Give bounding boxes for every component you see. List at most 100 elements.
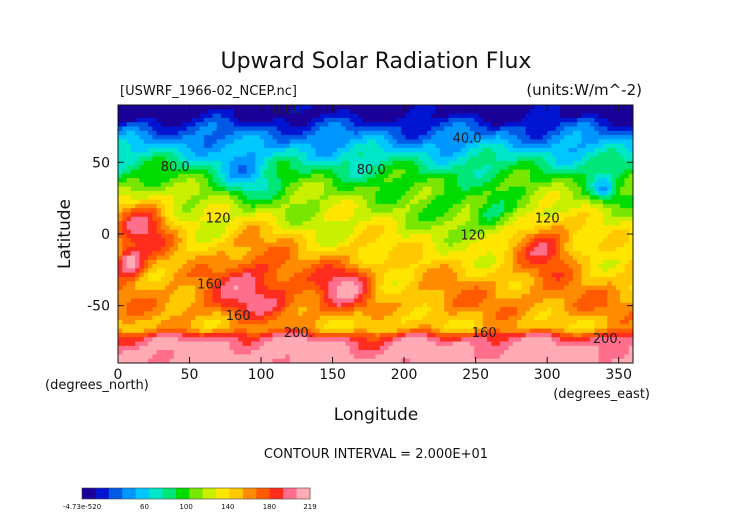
flux-cell [465, 122, 471, 128]
flux-cell [457, 212, 462, 218]
flux-cell [143, 160, 149, 166]
flux-cell [371, 113, 377, 119]
flux-cell [577, 246, 583, 252]
flux-cell [195, 216, 201, 222]
flux-cell [482, 160, 488, 166]
flux-cell [268, 186, 274, 192]
flux-cell [555, 199, 561, 205]
flux-cell [212, 186, 218, 192]
flux-cell [306, 143, 312, 149]
flux-cell [396, 143, 402, 149]
flux-cell [499, 212, 505, 218]
flux-cell [508, 255, 514, 261]
flux-cell [118, 234, 123, 239]
flux-cell [178, 264, 183, 269]
flux-cell [439, 160, 445, 166]
flux-cell [242, 122, 248, 128]
flux-cell [173, 208, 179, 214]
flux-cell [564, 216, 570, 222]
flux-cell [439, 199, 445, 205]
flux-cell [251, 238, 256, 244]
flux-cell [160, 156, 166, 162]
flux-cell [135, 186, 141, 192]
flux-cell [238, 234, 244, 239]
flux-cell [598, 143, 604, 149]
flux-cell [190, 208, 196, 214]
flux-cell [487, 160, 492, 166]
flux-cell [298, 281, 304, 287]
flux-cell [328, 203, 334, 209]
flux-cell [315, 165, 321, 171]
flux-cell [208, 259, 214, 265]
flux-cell [512, 169, 518, 175]
flux-cell [628, 113, 633, 119]
flux-cell [461, 130, 467, 136]
flux-cell [448, 165, 454, 171]
flux-cell [143, 268, 149, 274]
flux-cell [122, 238, 128, 244]
flux-cell [555, 105, 561, 110]
flux-cell [431, 251, 437, 257]
flux-cell [148, 191, 153, 196]
flux-cell [499, 229, 505, 235]
flux-cell [538, 139, 544, 145]
flux-cell [607, 148, 613, 153]
flux-cell [620, 229, 626, 235]
flux-cell [435, 255, 441, 261]
flux-cell [160, 251, 166, 257]
flux-cell [233, 225, 239, 231]
flux-cell [405, 109, 411, 115]
flux-cell [362, 268, 368, 274]
flux-cell [388, 259, 394, 265]
flux-cell [602, 251, 608, 257]
flux-cell [577, 225, 583, 231]
flux-cell [491, 152, 497, 158]
flux-cell [405, 135, 411, 140]
flux-cell [379, 178, 385, 183]
flux-cell [577, 229, 583, 235]
flux-cell [152, 156, 158, 162]
flux-cell [349, 272, 355, 278]
flux-cell [203, 277, 209, 282]
flux-cell [285, 160, 291, 166]
flux-cell [358, 126, 364, 132]
flux-cell [354, 130, 359, 136]
flux-cell [272, 238, 278, 244]
flux-cell [259, 178, 265, 183]
flux-cell [281, 126, 286, 132]
flux-cell [560, 122, 565, 128]
flux-cell [615, 246, 621, 252]
flux-cell [212, 139, 218, 145]
flux-cell [268, 277, 274, 282]
flux-cell [401, 143, 407, 149]
flux-cell [354, 156, 359, 162]
flux-cell [263, 216, 269, 222]
flux-cell [160, 259, 166, 265]
flux-cell [392, 203, 398, 209]
flux-cell [178, 130, 183, 136]
flux-cell [615, 268, 621, 274]
flux-cell [624, 234, 630, 239]
flux-cell [238, 229, 244, 235]
flux-cell [285, 173, 291, 179]
flux-cell [148, 130, 153, 136]
flux-cell [345, 173, 351, 179]
flux-cell [375, 139, 381, 145]
flux-cell [414, 225, 420, 231]
flux-cell [233, 268, 239, 274]
flux-cell [246, 186, 252, 192]
flux-cell [602, 195, 608, 201]
flux-cell [324, 242, 329, 248]
flux-cell [465, 216, 471, 222]
flux-cell [122, 130, 128, 136]
flux-cell [122, 264, 128, 269]
flux-cell [263, 229, 269, 235]
flux-cell [611, 105, 617, 110]
flux-cell [225, 225, 231, 231]
flux-cell [276, 191, 282, 196]
flux-cell [229, 117, 235, 123]
flux-cell [195, 186, 201, 192]
flux-cell [551, 165, 557, 171]
flux-cell [242, 169, 248, 175]
flux-cell [135, 251, 141, 257]
